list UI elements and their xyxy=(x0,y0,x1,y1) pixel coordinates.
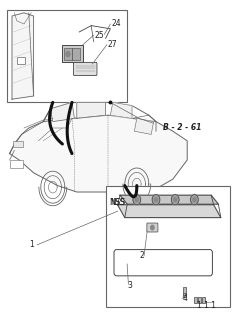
Text: NSS: NSS xyxy=(109,198,125,207)
Text: B - 2 - 61: B - 2 - 61 xyxy=(163,124,202,132)
Polygon shape xyxy=(120,195,218,204)
Bar xyxy=(202,297,205,303)
Polygon shape xyxy=(118,205,221,218)
Text: 1 1 1: 1 1 1 xyxy=(197,301,216,310)
Circle shape xyxy=(174,198,177,202)
Text: 1: 1 xyxy=(29,240,34,249)
FancyBboxPatch shape xyxy=(73,62,97,76)
Text: 25: 25 xyxy=(95,31,104,40)
Circle shape xyxy=(155,198,157,202)
Text: 2: 2 xyxy=(139,252,144,260)
FancyBboxPatch shape xyxy=(147,223,158,232)
Bar xyxy=(198,297,201,303)
Bar xyxy=(62,45,83,62)
Bar xyxy=(13,141,23,147)
Circle shape xyxy=(66,52,70,57)
Bar xyxy=(64,48,72,60)
Bar xyxy=(106,186,230,307)
Circle shape xyxy=(133,195,141,205)
Polygon shape xyxy=(134,118,154,134)
Text: 4: 4 xyxy=(182,294,187,303)
Text: 3: 3 xyxy=(127,281,132,290)
Polygon shape xyxy=(110,102,132,118)
Text: 27: 27 xyxy=(108,40,118,49)
Bar xyxy=(10,160,23,168)
Circle shape xyxy=(171,195,179,205)
Circle shape xyxy=(193,198,196,202)
Bar xyxy=(17,57,25,64)
Circle shape xyxy=(152,195,160,205)
Polygon shape xyxy=(12,13,34,99)
Polygon shape xyxy=(77,102,106,118)
Bar xyxy=(194,297,197,303)
Bar xyxy=(183,287,186,297)
Polygon shape xyxy=(10,115,187,192)
Polygon shape xyxy=(50,102,74,122)
Circle shape xyxy=(191,195,198,205)
Text: 24: 24 xyxy=(112,20,121,28)
Text: NSS: NSS xyxy=(110,198,126,207)
Circle shape xyxy=(135,198,138,202)
Bar xyxy=(72,48,80,60)
Circle shape xyxy=(151,225,154,230)
Bar xyxy=(7,10,127,102)
FancyBboxPatch shape xyxy=(114,250,212,276)
